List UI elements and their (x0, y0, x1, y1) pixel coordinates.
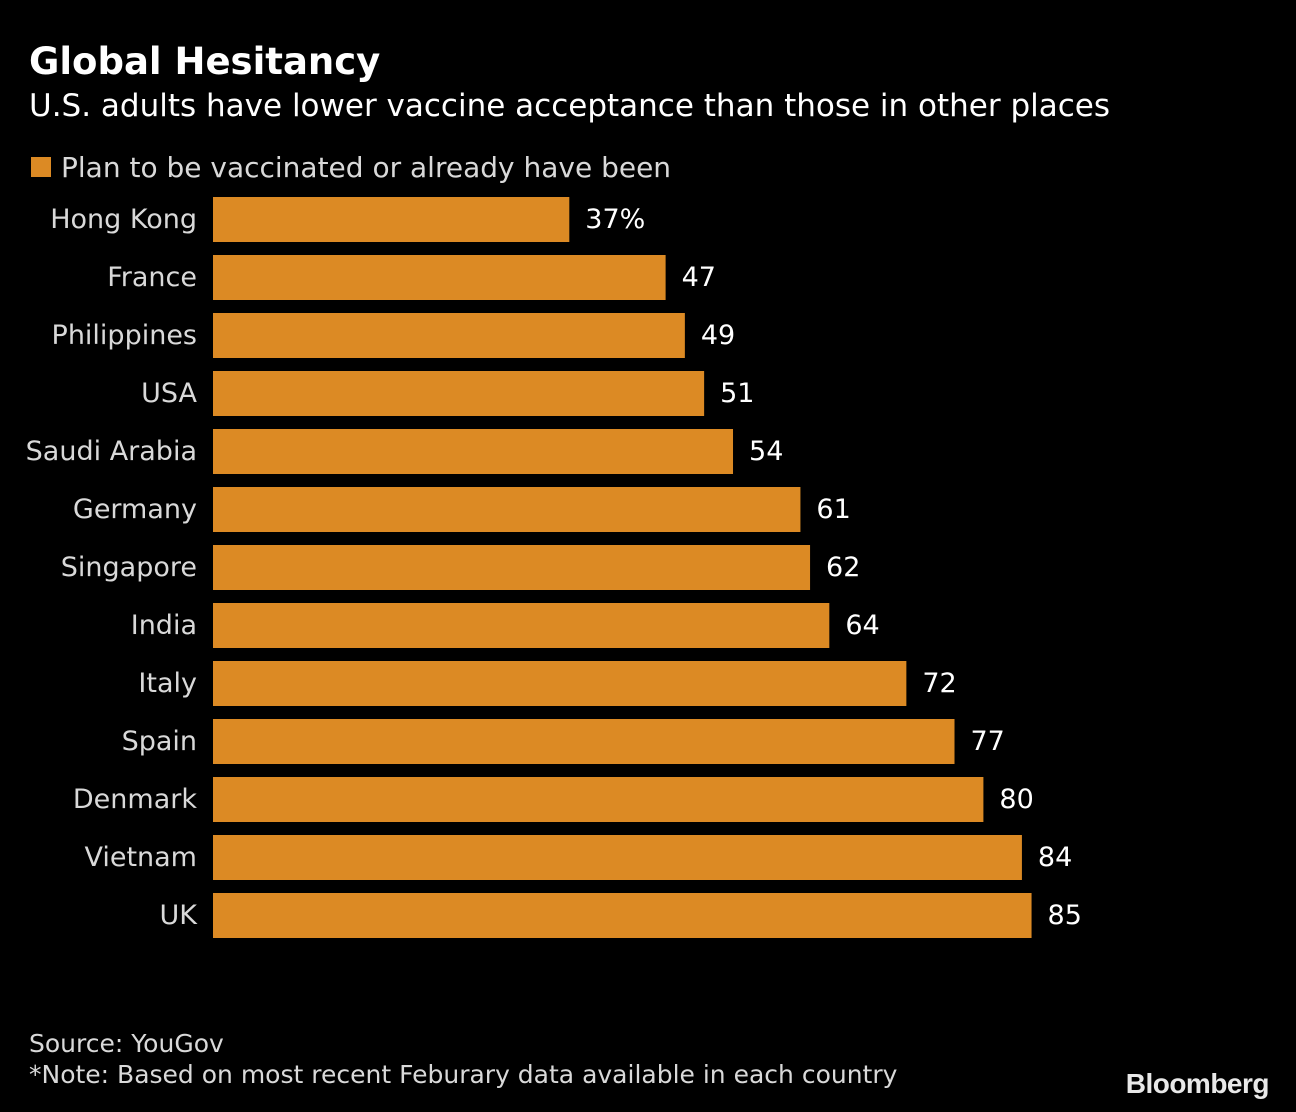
value-label: 62 (826, 552, 860, 583)
category-label: USA (141, 378, 197, 409)
bar (213, 719, 955, 764)
bar (213, 777, 984, 822)
value-label: 64 (845, 610, 879, 641)
bar (213, 603, 830, 648)
bar (213, 835, 1022, 880)
bar-chart: Hong Kong 37% France 47 Philippines 49 USA 51 Sa… (26, 197, 1082, 938)
category-label: Vietnam (84, 842, 197, 873)
value-label: 77 (971, 726, 1005, 757)
category-label: Germany (73, 494, 197, 525)
bar (213, 487, 801, 532)
legend: Plan to be vaccinated or already have be… (31, 150, 671, 184)
value-label: 51 (720, 378, 754, 409)
category-label: France (107, 262, 197, 293)
category-label: Singapore (61, 552, 197, 583)
bar (213, 429, 734, 474)
value-label: 37% (585, 204, 645, 235)
value-label: 61 (816, 494, 850, 525)
bar (213, 197, 570, 242)
value-label: 49 (701, 320, 735, 351)
bar (213, 255, 666, 300)
value-label: 47 (682, 262, 716, 293)
category-label: Philippines (52, 320, 197, 351)
chart-title: Global Hesitancy (29, 40, 381, 83)
bar (213, 661, 907, 706)
bar (213, 545, 811, 590)
value-label: 80 (999, 784, 1033, 815)
category-label: Spain (122, 726, 197, 757)
category-label: UK (160, 900, 199, 931)
value-label: 54 (749, 436, 783, 467)
source-note: Source: YouGov (29, 1029, 224, 1058)
legend-swatch (31, 157, 51, 177)
chart-subtitle: U.S. adults have lower vaccine acceptanc… (29, 88, 1111, 124)
category-label: Denmark (73, 784, 197, 815)
value-label: 84 (1038, 842, 1072, 873)
footnote: *Note: Based on most recent Feburary dat… (29, 1060, 898, 1089)
bloomberg-logo: Bloomberg (1125, 1068, 1270, 1099)
category-label: India (131, 610, 197, 641)
bar (213, 893, 1032, 938)
bar (213, 313, 685, 358)
value-label: 85 (1048, 900, 1082, 931)
category-label: Saudi Arabia (26, 436, 197, 467)
legend-label: Plan to be vaccinated or already have be… (61, 150, 672, 184)
category-label: Hong Kong (50, 204, 197, 235)
category-label: Italy (138, 668, 197, 699)
bar (213, 371, 705, 416)
value-label: 72 (922, 668, 956, 699)
